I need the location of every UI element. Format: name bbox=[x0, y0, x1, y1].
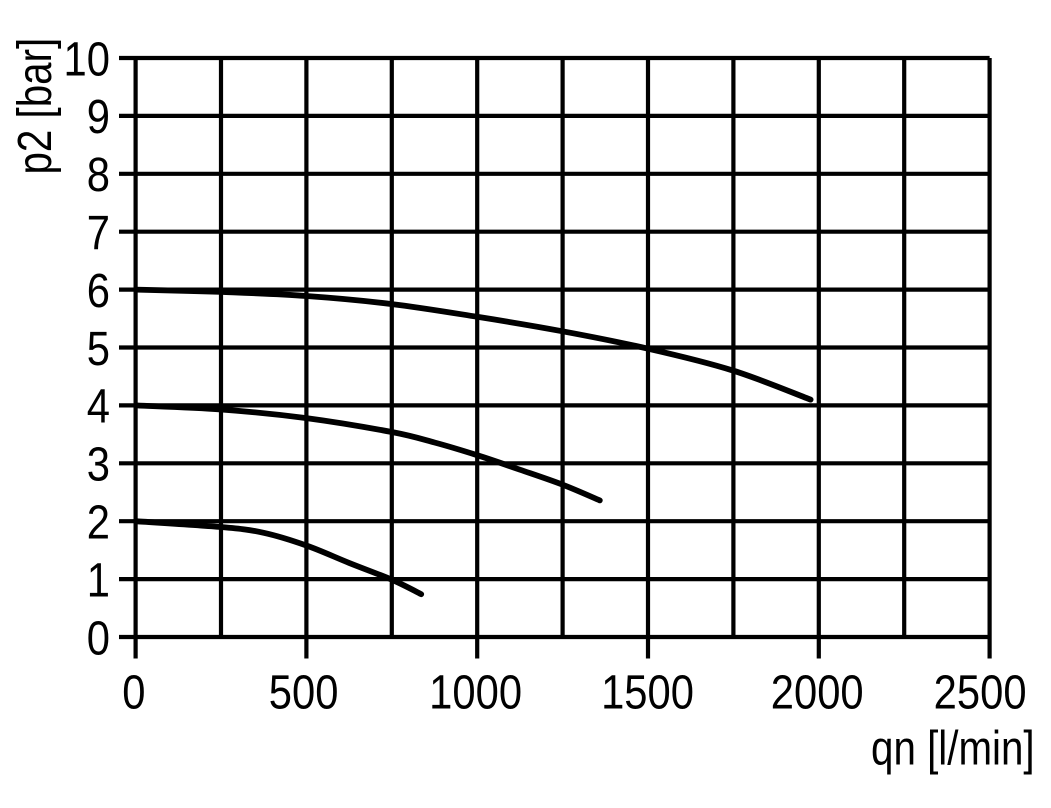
svg-text:1: 1 bbox=[87, 553, 110, 607]
svg-text:1000: 1000 bbox=[429, 665, 522, 719]
svg-text:2: 2 bbox=[87, 495, 110, 549]
svg-text:p2 [bar]: p2 [bar] bbox=[9, 38, 62, 175]
svg-text:7: 7 bbox=[87, 205, 110, 259]
svg-text:8: 8 bbox=[87, 147, 110, 201]
svg-text:5: 5 bbox=[87, 321, 110, 375]
svg-text:500: 500 bbox=[269, 665, 339, 719]
svg-text:qn [l/min]: qn [l/min] bbox=[871, 722, 1035, 775]
svg-text:3: 3 bbox=[87, 437, 110, 491]
svg-text:4: 4 bbox=[87, 379, 110, 433]
svg-text:2500: 2500 bbox=[934, 665, 1027, 719]
svg-text:6: 6 bbox=[87, 263, 110, 317]
svg-text:1500: 1500 bbox=[601, 665, 694, 719]
svg-text:9: 9 bbox=[87, 89, 110, 143]
svg-text:0: 0 bbox=[87, 611, 110, 665]
svg-text:0: 0 bbox=[122, 665, 145, 719]
svg-text:10: 10 bbox=[64, 32, 110, 86]
svg-text:2000: 2000 bbox=[771, 665, 864, 719]
